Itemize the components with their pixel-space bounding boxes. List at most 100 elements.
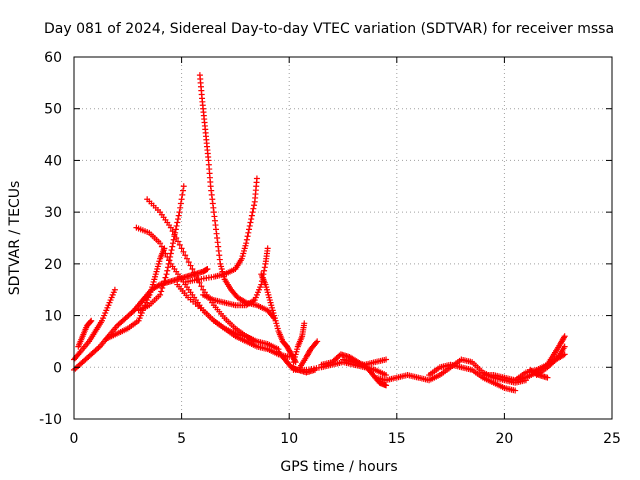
data-point	[249, 209, 256, 216]
data-point	[243, 236, 250, 243]
data-point	[264, 245, 271, 252]
data-point	[245, 229, 252, 236]
y-tick-label: 0	[53, 360, 62, 376]
data-point	[383, 372, 390, 379]
data-point	[192, 272, 199, 279]
series-track-x	[533, 351, 568, 379]
data-point	[177, 200, 184, 207]
chart-title: Day 081 of 2024, Sidereal Day-to-day VTE…	[44, 21, 614, 37]
data-point	[187, 262, 194, 269]
series-track-t	[372, 356, 529, 386]
data-point	[169, 243, 176, 250]
data-point	[204, 266, 211, 273]
data-point	[246, 222, 253, 229]
data-point	[243, 240, 250, 247]
data-point	[111, 286, 118, 293]
data-point	[560, 334, 567, 341]
data-point	[261, 264, 268, 271]
data-point	[87, 318, 94, 325]
x-tick-label: 25	[603, 431, 621, 447]
data-point	[174, 219, 181, 226]
y-tick-label: 10	[44, 309, 62, 325]
x-tick-label: 0	[70, 431, 79, 447]
series-track-s	[340, 356, 390, 368]
x-tick-label: 20	[495, 431, 513, 447]
data-point	[171, 231, 178, 238]
data-point	[160, 281, 167, 288]
data-point	[180, 187, 187, 194]
series-track-u	[426, 361, 519, 394]
data-point	[162, 274, 169, 281]
y-axis-label: SDTVAR / TECUs	[7, 181, 23, 296]
series-track-y	[527, 366, 551, 381]
data-point	[76, 350, 83, 357]
data-point	[167, 224, 174, 231]
series-track-b	[71, 286, 118, 363]
y-tick-label: 50	[44, 102, 62, 118]
data-point	[196, 279, 203, 286]
data-point	[544, 374, 551, 381]
data-point	[173, 222, 180, 229]
data-point	[561, 333, 568, 340]
data-point	[172, 226, 179, 233]
data-point	[189, 266, 196, 273]
data-point	[561, 351, 568, 358]
x-tick-label: 15	[388, 431, 406, 447]
data-point	[261, 267, 268, 274]
y-tick-label: -10	[39, 412, 62, 428]
data-point	[561, 343, 568, 350]
data-point	[178, 196, 185, 203]
data-point	[191, 269, 198, 276]
series-track-o	[290, 320, 308, 366]
data-point	[182, 252, 189, 259]
data-point	[176, 209, 183, 216]
y-tick-label: 60	[44, 50, 62, 66]
data-point	[168, 247, 175, 254]
data-point	[250, 205, 257, 212]
series-track-h	[144, 196, 282, 353]
data-point	[161, 278, 168, 285]
data-point	[175, 216, 182, 223]
data-point	[183, 255, 190, 262]
data-point	[248, 212, 255, 219]
x-axis-label: GPS time / hours	[280, 459, 397, 475]
data-marks	[71, 72, 568, 394]
series-track-l	[200, 245, 271, 309]
data-point	[173, 235, 180, 241]
data-point	[169, 240, 176, 247]
series-track-k	[182, 175, 260, 285]
series-track-m	[258, 271, 299, 366]
y-tick-label: 40	[44, 153, 62, 169]
data-point	[185, 259, 192, 266]
x-tick-label: 10	[280, 431, 298, 447]
grid	[74, 57, 612, 419]
data-point	[162, 250, 169, 257]
data-point	[246, 226, 253, 233]
data-point	[164, 264, 171, 271]
data-point	[301, 320, 308, 327]
data-point	[164, 253, 171, 260]
data-point	[383, 382, 390, 389]
data-point	[164, 267, 171, 274]
data-point	[163, 271, 170, 278]
data-point	[198, 283, 205, 290]
data-point	[178, 245, 185, 252]
data-point	[314, 338, 321, 345]
data-point	[247, 219, 254, 226]
series-track-p	[296, 338, 321, 371]
data-point	[159, 284, 166, 291]
data-point	[169, 228, 176, 235]
data-point	[175, 238, 182, 245]
data-point	[167, 250, 174, 257]
series-track-c	[75, 317, 95, 350]
data-point	[313, 339, 320, 346]
data-point	[160, 247, 167, 254]
data-point	[248, 216, 255, 223]
x-tick-label: 5	[177, 431, 186, 447]
data-point	[512, 387, 519, 394]
data-point	[158, 243, 165, 250]
plot-frame	[73, 56, 613, 420]
data-point	[176, 241, 183, 248]
data-point	[180, 248, 187, 255]
data-point	[157, 291, 164, 298]
